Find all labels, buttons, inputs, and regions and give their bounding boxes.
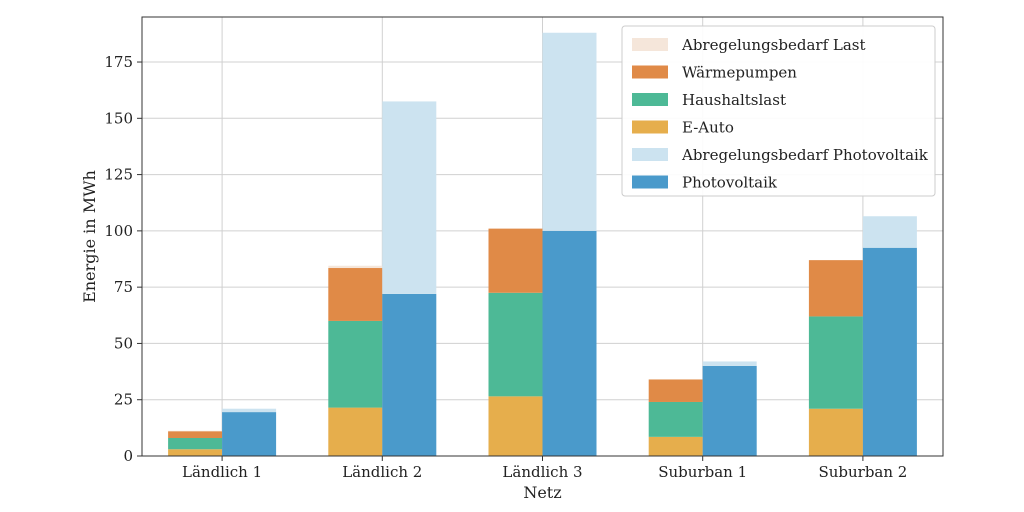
legend-swatch-abregelungsbedarf-last <box>632 38 668 51</box>
y-axis-ticks: 0 25 50 75 100 125 150 175 <box>104 53 142 465</box>
legend-label-haushaltslast: Haushaltslast <box>682 91 786 109</box>
y-tick-label: 100 <box>104 222 133 240</box>
bar-e-auto-laendlich-2 <box>328 407 383 456</box>
bars <box>168 32 917 456</box>
bar-waermepumpen-laendlich-2 <box>328 268 383 321</box>
legend-swatch-photovoltaik <box>632 175 668 189</box>
legend: Abregelungsbedarf Last Wärmepumpen Haushal… <box>621 25 936 197</box>
bar-haushaltslast-laendlich-1 <box>168 437 223 450</box>
bar-photovoltaik-laendlich-1 <box>222 412 277 456</box>
legend-label-abregelungsbedarf-photovoltaik: Abregelungsbedarf Photovoltaik <box>681 146 929 164</box>
bar-waermepumpen-suburban-2 <box>808 260 863 317</box>
bar-e-auto-laendlich-3 <box>488 396 543 456</box>
bar-e-auto-suburban-1 <box>648 436 703 456</box>
bar-waermepumpen-suburban-1 <box>648 379 703 402</box>
bar-waermepumpen-laendlich-1 <box>168 431 223 438</box>
legend-label-abregelungsbedarf-last: Abregelungsbedarf Last <box>681 36 866 54</box>
y-tick-label: 25 <box>114 391 133 409</box>
y-tick-label: 75 <box>114 278 133 296</box>
x-tick-label: Ländlich 1 <box>182 463 262 481</box>
x-tick-label: Suburban 1 <box>658 463 747 481</box>
bar-abregelungsbedarf-photovoltaik-suburban-1 <box>702 361 757 366</box>
bar-photovoltaik-suburban-1 <box>702 365 757 456</box>
y-tick-label: 125 <box>104 166 133 184</box>
x-tick-label: Suburban 2 <box>818 463 907 481</box>
bar-e-auto-suburban-2 <box>808 408 863 456</box>
x-tick-label: Ländlich 2 <box>342 463 422 481</box>
bar-haushaltslast-laendlich-3 <box>488 292 543 397</box>
x-axis-label: Netz <box>523 483 561 502</box>
legend-label-waermepumpen: Wärmepumpen <box>682 64 797 82</box>
bar-abregelungsbedarf-photovoltaik-suburban-2 <box>862 216 917 248</box>
bar-haushaltslast-suburban-1 <box>648 401 703 437</box>
bar-haushaltslast-laendlich-2 <box>328 320 383 408</box>
y-tick-label: 175 <box>104 53 133 71</box>
bar-abregelungsbedarf-photovoltaik-laendlich-1 <box>222 408 277 413</box>
bar-photovoltaik-laendlich-3 <box>542 230 597 456</box>
y-tick-label: 0 <box>123 447 133 465</box>
bar-abregelungsbedarf-photovoltaik-laendlich-2 <box>382 101 437 294</box>
y-axis-label: Energie in MWh <box>80 170 99 303</box>
y-tick-label: 150 <box>104 109 133 127</box>
legend-box <box>621 25 936 197</box>
x-axis-ticks: Ländlich 1 Ländlich 2 Ländlich 3 Suburban 1… <box>182 456 907 481</box>
legend-swatch-waermepumpen <box>632 65 668 79</box>
legend-swatch-e-auto <box>632 120 668 134</box>
bar-photovoltaik-laendlich-2 <box>382 293 437 456</box>
bar-abregelungsbedarf-photovoltaik-laendlich-3 <box>542 32 597 231</box>
x-tick-label: Ländlich 3 <box>502 463 582 481</box>
bar-e-auto-laendlich-1 <box>168 449 223 456</box>
bar-haushaltslast-suburban-2 <box>808 316 863 409</box>
bar-abregelungsbedarf-last-laendlich-2 <box>328 265 383 269</box>
y-tick-label: 50 <box>114 334 133 352</box>
legend-label-e-auto: E-Auto <box>682 119 734 137</box>
legend-label-photovoltaik: Photovoltaik <box>682 174 778 192</box>
legend-swatch-abregelungsbedarf-photovoltaik <box>632 148 668 161</box>
legend-swatch-haushaltslast <box>632 93 668 106</box>
bar-photovoltaik-suburban-2 <box>862 247 917 456</box>
bar-waermepumpen-laendlich-3 <box>488 228 543 293</box>
